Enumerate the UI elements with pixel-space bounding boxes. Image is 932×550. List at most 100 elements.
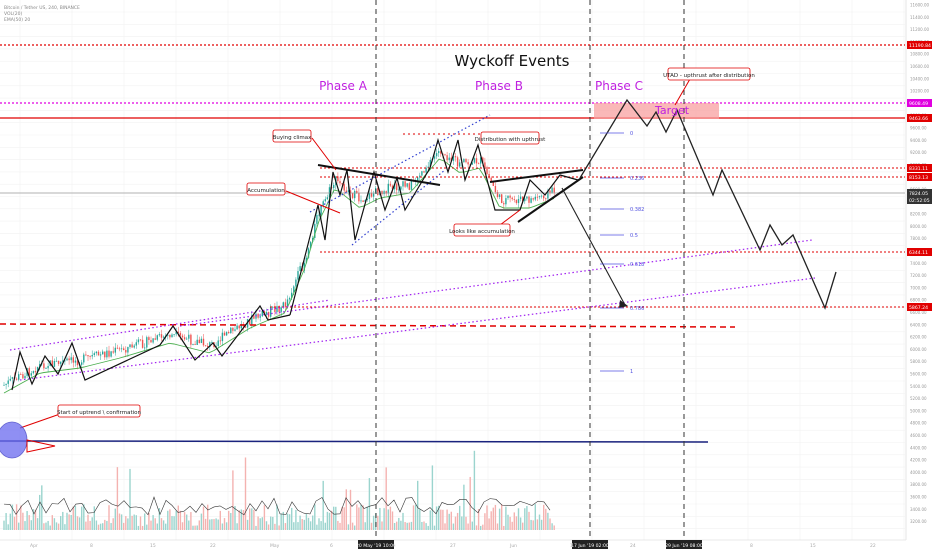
volume-bar bbox=[429, 510, 431, 530]
volume-bar bbox=[188, 520, 190, 530]
symbol-header: Bitcoin / Tether US, 240, BINANCE VOL(20… bbox=[4, 5, 80, 23]
projected-down bbox=[561, 187, 626, 306]
volume-bar bbox=[305, 514, 308, 530]
candle bbox=[444, 153, 446, 157]
annotations: Buying climax Accumulation Distribution … bbox=[0, 67, 755, 459]
volume-bar bbox=[372, 515, 375, 530]
volume-bar bbox=[402, 512, 404, 530]
candle bbox=[488, 170, 490, 180]
volume-bar bbox=[366, 506, 368, 530]
price-tick: 3200.00 bbox=[910, 519, 927, 524]
volume-bar bbox=[328, 512, 331, 530]
volume-bar bbox=[215, 518, 217, 530]
price-tick: 7000.00 bbox=[910, 285, 927, 290]
volume-bar bbox=[456, 512, 459, 530]
candle bbox=[167, 333, 169, 340]
looks-like-accumulation-label: Looks like accumulation bbox=[449, 229, 515, 235]
svg-text:9463.66: 9463.66 bbox=[909, 116, 928, 122]
volume-bar bbox=[442, 509, 444, 530]
candle bbox=[540, 194, 543, 199]
candle bbox=[509, 194, 511, 203]
volume-bar bbox=[102, 523, 104, 530]
volume-bar bbox=[11, 504, 14, 530]
target-zone bbox=[594, 103, 719, 119]
candle bbox=[517, 194, 520, 208]
volume-bar bbox=[496, 523, 499, 530]
volume-bar bbox=[534, 504, 536, 530]
candle bbox=[169, 334, 171, 340]
volume-bar bbox=[70, 515, 72, 530]
candle bbox=[146, 335, 148, 351]
candle bbox=[276, 301, 278, 316]
time-tick: May bbox=[270, 543, 280, 549]
candle bbox=[202, 334, 205, 347]
candle bbox=[228, 330, 230, 334]
candle bbox=[475, 153, 478, 167]
volume-bar bbox=[158, 508, 161, 530]
volume-bar bbox=[351, 522, 354, 530]
candle bbox=[360, 195, 362, 204]
candle bbox=[83, 352, 85, 365]
volume-bar bbox=[196, 525, 198, 530]
volume-bar bbox=[488, 518, 490, 530]
volume-bar bbox=[108, 505, 110, 530]
candle bbox=[236, 323, 238, 330]
candle bbox=[87, 354, 89, 361]
volume-bar bbox=[34, 509, 37, 530]
volume-bar bbox=[32, 509, 35, 530]
volume-bar bbox=[190, 512, 192, 530]
volume-bar bbox=[118, 513, 121, 530]
volume-bar bbox=[318, 518, 320, 530]
buying-climax-trend bbox=[317, 164, 441, 186]
candle bbox=[158, 332, 161, 337]
volume-bar bbox=[301, 519, 303, 530]
triangle-bottom bbox=[517, 176, 584, 223]
volume-bar bbox=[314, 504, 316, 530]
volume-bar bbox=[7, 524, 9, 530]
candle bbox=[223, 330, 226, 337]
volume-bar bbox=[454, 516, 457, 530]
price-tick: 5000.00 bbox=[910, 408, 927, 413]
price-tick: 6400.00 bbox=[910, 322, 927, 327]
candle bbox=[349, 186, 352, 197]
volume-bar bbox=[204, 518, 207, 530]
volume-bar bbox=[370, 522, 373, 530]
candle bbox=[421, 170, 423, 177]
candle bbox=[326, 194, 329, 201]
candle bbox=[95, 350, 98, 356]
volume-bar bbox=[503, 525, 505, 530]
volume-bar bbox=[47, 520, 49, 530]
volume-bar bbox=[324, 522, 326, 530]
volume-bar bbox=[213, 519, 215, 530]
volume-bar bbox=[498, 508, 501, 530]
volume-bar bbox=[251, 508, 253, 530]
time-label: 17 Jun '19 02:00 bbox=[571, 540, 609, 549]
volume-bar bbox=[99, 523, 102, 530]
candle bbox=[123, 346, 125, 351]
volume-bar bbox=[249, 508, 251, 530]
price-tag-red_top: 11190.84 bbox=[907, 41, 932, 49]
price-tag-countdown: 02:52:05 bbox=[907, 196, 932, 204]
volume-bar bbox=[181, 522, 184, 530]
candle bbox=[129, 344, 131, 349]
candle bbox=[118, 346, 121, 352]
volume-bar bbox=[125, 516, 127, 530]
volume-bar bbox=[536, 519, 539, 530]
candle bbox=[534, 193, 536, 202]
svg-text:20 May '19 10:00: 20 May '19 10:00 bbox=[356, 543, 396, 549]
price-tick: 5200.00 bbox=[910, 396, 927, 401]
candle bbox=[494, 182, 497, 194]
volume-bar bbox=[406, 522, 408, 530]
candle bbox=[43, 360, 45, 371]
price-tick: 4600.00 bbox=[910, 433, 927, 438]
volume-bar bbox=[144, 513, 146, 530]
candle bbox=[194, 340, 196, 346]
price-tick: 8000.00 bbox=[910, 224, 927, 229]
fib-level: 0.5 bbox=[600, 233, 638, 239]
volume-bar bbox=[97, 524, 100, 530]
volume-bar bbox=[530, 519, 532, 530]
markup-leg bbox=[289, 137, 579, 316]
candle bbox=[513, 195, 515, 203]
target-label: Target bbox=[654, 104, 690, 117]
volume-bar bbox=[192, 525, 194, 530]
